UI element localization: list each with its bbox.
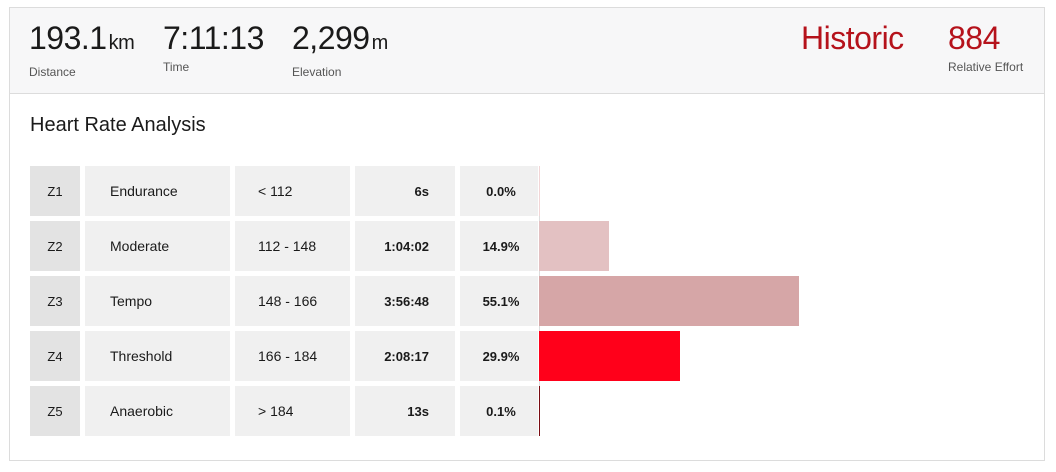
zone-bar-track bbox=[539, 276, 1029, 326]
stats-header: 193.1 km Distance 7:11:13 Time 2,299 m Ele… bbox=[10, 8, 1044, 94]
zone-range: 166 - 184 bbox=[235, 331, 350, 381]
relative-effort-stat[interactable]: 884 Relative Effort bbox=[948, 20, 1023, 74]
zone-id: Z4 bbox=[30, 331, 80, 381]
zone-row: Z4 Threshold 166 - 184 2:08:17 29.9% bbox=[30, 331, 1030, 381]
zone-id: Z3 bbox=[30, 276, 80, 326]
zone-bar bbox=[539, 331, 680, 381]
zone-range: 148 - 166 bbox=[235, 276, 350, 326]
distance-stat: 193.1 km Distance bbox=[29, 20, 135, 79]
zone-name: Anaerobic bbox=[85, 386, 230, 436]
zone-percent: 0.0% bbox=[460, 166, 538, 216]
zone-bar bbox=[539, 386, 540, 436]
zone-row: Z2 Moderate 112 - 148 1:04:02 14.9% bbox=[30, 221, 1030, 271]
zone-name: Moderate bbox=[85, 221, 230, 271]
historic-value: Historic bbox=[801, 20, 904, 56]
section-title: Heart Rate Analysis bbox=[30, 114, 206, 136]
distance-value: 193.1 bbox=[29, 20, 107, 56]
zone-range: < 112 bbox=[235, 166, 350, 216]
zone-bar-track bbox=[539, 386, 1029, 436]
distance-label: Distance bbox=[29, 65, 76, 79]
zone-bar bbox=[539, 221, 609, 271]
zone-bar bbox=[539, 276, 799, 326]
relative-effort-label: Relative Effort bbox=[948, 60, 1024, 74]
zone-bar-track bbox=[539, 331, 1029, 381]
zone-time: 13s bbox=[355, 386, 455, 436]
zone-range: 112 - 148 bbox=[235, 221, 350, 271]
zone-time: 6s bbox=[355, 166, 455, 216]
zone-percent: 55.1% bbox=[460, 276, 538, 326]
zone-row: Z5 Anaerobic > 184 13s 0.1% bbox=[30, 386, 1030, 436]
time-value: 7:11:13 bbox=[163, 20, 264, 56]
zone-id: Z5 bbox=[30, 386, 80, 436]
zone-time: 1:04:02 bbox=[355, 221, 455, 271]
zone-row: Z3 Tempo 148 - 166 3:56:48 55.1% bbox=[30, 276, 1030, 326]
zone-name: Tempo bbox=[85, 276, 230, 326]
time-stat: 7:11:13 Time bbox=[163, 20, 264, 74]
zone-percent: 14.9% bbox=[460, 221, 538, 271]
activity-summary-card: 193.1 km Distance 7:11:13 Time 2,299 m Ele… bbox=[9, 7, 1045, 461]
zone-time: 3:56:48 bbox=[355, 276, 455, 326]
relative-effort-value: 884 bbox=[948, 20, 1000, 56]
zone-percent: 0.1% bbox=[460, 386, 538, 436]
zone-range: > 184 bbox=[235, 386, 350, 436]
historic-stat[interactable]: Historic bbox=[801, 20, 904, 56]
elevation-stat: 2,299 m Elevation bbox=[292, 20, 388, 79]
zone-bar-track bbox=[539, 221, 1029, 271]
zone-id: Z1 bbox=[30, 166, 80, 216]
zone-id: Z2 bbox=[30, 221, 80, 271]
elevation-label: Elevation bbox=[292, 65, 342, 79]
zone-row: Z1 Endurance < 112 6s 0.0% bbox=[30, 166, 1030, 216]
zone-bar-track bbox=[539, 166, 1029, 216]
zone-time: 2:08:17 bbox=[355, 331, 455, 381]
elevation-value: 2,299 bbox=[292, 20, 370, 56]
zone-bar bbox=[539, 166, 540, 216]
time-label: Time bbox=[163, 60, 190, 74]
zone-name: Threshold bbox=[85, 331, 230, 381]
zone-name: Endurance bbox=[85, 166, 230, 216]
distance-unit: km bbox=[108, 32, 135, 54]
zone-percent: 29.9% bbox=[460, 331, 538, 381]
elevation-unit: m bbox=[371, 32, 389, 54]
